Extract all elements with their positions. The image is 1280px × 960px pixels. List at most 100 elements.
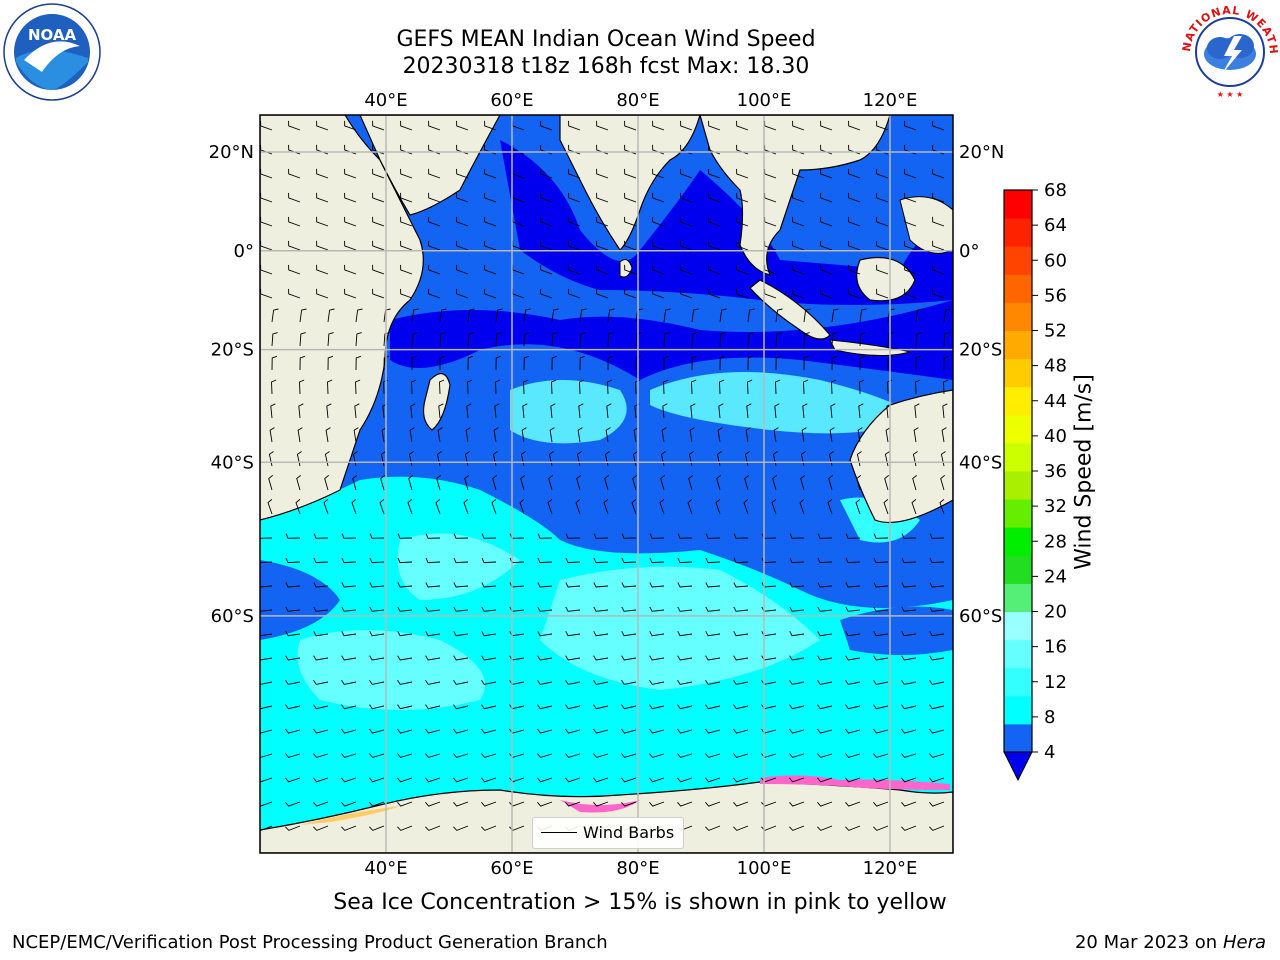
wind-barb	[792, 264, 805, 275]
wind-barb	[719, 355, 726, 371]
wind-barb	[341, 655, 357, 661]
wind-barb	[379, 499, 385, 515]
wind-barb	[652, 240, 665, 251]
wind-barb	[596, 168, 609, 179]
colorbar-segment	[1004, 471, 1032, 500]
wind-barb	[662, 403, 668, 419]
wind-barb	[705, 704, 721, 710]
colorbar-segment	[1004, 723, 1032, 753]
wind-barb	[537, 557, 553, 564]
wind-barb	[341, 753, 357, 758]
wind-barb	[341, 631, 357, 637]
wind-barb	[624, 120, 637, 131]
wind-barb	[772, 475, 777, 491]
wind-barbs-legend: Wind Barbs	[532, 817, 684, 849]
wind-barb	[845, 655, 861, 661]
wind-barb	[680, 120, 693, 131]
wind-barb	[579, 355, 586, 371]
wind-barb	[845, 679, 861, 685]
wind-barb	[551, 308, 559, 323]
sea-ice-edge	[560, 800, 640, 813]
wind-barb	[789, 557, 805, 564]
wind-barb	[687, 499, 693, 515]
wind-barb	[932, 288, 945, 299]
wind-barb	[397, 753, 413, 758]
wind-barb	[803, 355, 810, 371]
wind-barb	[736, 264, 749, 275]
lon-tick-label: 100°E	[737, 90, 792, 111]
wind-barb	[425, 655, 441, 661]
wind-barb	[313, 753, 329, 758]
wind-barb	[400, 192, 413, 203]
wind-barb	[792, 288, 805, 299]
wind-barb	[551, 379, 557, 395]
wind-barb	[932, 120, 945, 131]
wind-barb	[621, 777, 637, 783]
wind-barb	[267, 499, 273, 515]
wind-barb	[565, 679, 581, 685]
wind-barb	[285, 582, 301, 588]
wind-barb	[383, 355, 390, 371]
wind-barb	[495, 332, 502, 347]
wind-barb	[607, 355, 614, 371]
footer-machine: Hera	[1222, 932, 1266, 953]
wind-barb	[270, 403, 276, 419]
wind-barb	[285, 777, 301, 783]
wind-barb	[344, 168, 357, 179]
wind-barb	[313, 679, 329, 685]
wind-barb	[425, 631, 441, 637]
wind-barb	[705, 679, 721, 685]
wind-barb	[904, 168, 917, 179]
wind-barb	[621, 533, 637, 539]
wind-barb	[775, 355, 782, 371]
wind-barb	[775, 332, 782, 347]
colorbar-tick-label: 44	[1044, 391, 1067, 412]
wind-barb	[820, 168, 833, 179]
wind-barb	[943, 379, 949, 395]
wind-barb	[453, 728, 469, 734]
wind-barb	[733, 801, 749, 807]
lon-tick-label: 80°E	[616, 90, 659, 111]
colorbar-segment	[1004, 611, 1032, 641]
wind-barb	[719, 332, 726, 347]
wind-barb	[817, 582, 833, 588]
wind-barb	[876, 240, 889, 251]
wind-barb	[820, 240, 833, 251]
colorbar-tick-label: 20	[1044, 602, 1067, 623]
wind-barb	[817, 557, 833, 564]
wind-barb	[327, 308, 335, 323]
wind-barb	[369, 533, 385, 539]
wind-barb	[397, 801, 413, 807]
wind-barb	[481, 557, 497, 564]
wind-barb	[425, 777, 441, 783]
wind-barb	[288, 240, 301, 251]
wind-barb	[876, 192, 889, 203]
wind-barb	[369, 582, 385, 588]
wind-barb	[792, 240, 805, 251]
wind-barb	[932, 192, 945, 203]
wind-barb	[568, 192, 581, 203]
wind-barb	[691, 332, 698, 347]
wind-barb	[495, 308, 503, 323]
wind-barb	[624, 288, 637, 299]
wind-barb	[313, 655, 329, 661]
trade-wind-patch	[510, 380, 627, 444]
wind-barb	[269, 427, 275, 443]
wind-barb	[663, 379, 669, 395]
wind-barb	[355, 308, 363, 323]
wind-barb	[509, 825, 525, 831]
wind-barb	[621, 728, 637, 734]
wind-barb	[817, 704, 833, 710]
wind-barb	[915, 332, 922, 347]
colorbar-segment	[1004, 358, 1032, 388]
svg-text:★ ★ ★: ★ ★ ★	[1217, 90, 1244, 99]
wind-barb	[873, 655, 889, 661]
wind-barb	[537, 704, 553, 710]
wind-barb	[596, 240, 609, 251]
wind-barb	[774, 403, 780, 419]
footer-credit: NCEP/EMC/Verification Post Processing Pr…	[12, 932, 608, 953]
wind-barb	[873, 679, 889, 685]
wind-barb	[817, 777, 833, 783]
colorbar-tick-label: 60	[1044, 250, 1067, 271]
wind-barb	[425, 557, 441, 564]
